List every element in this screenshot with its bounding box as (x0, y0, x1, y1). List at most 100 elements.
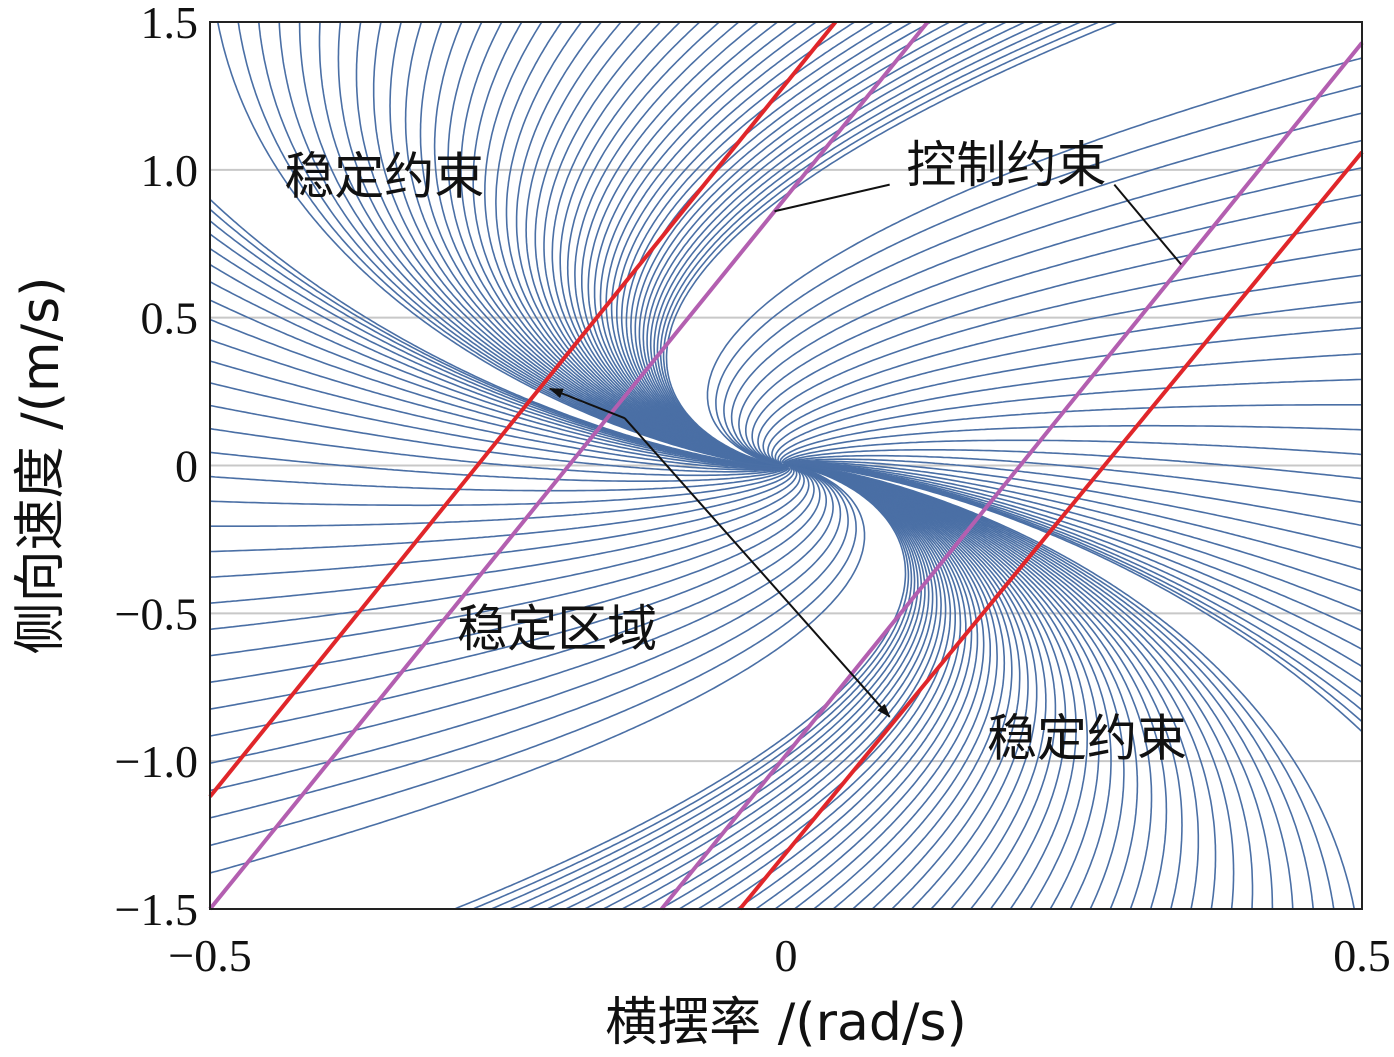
trajectory-line (665, 22, 1120, 467)
trajectory-line (559, 22, 787, 467)
trajectory-line (210, 464, 842, 792)
trajectory-line (210, 464, 791, 507)
y-tick-label: −0.5 (115, 588, 198, 639)
trajectory-line (534, 22, 787, 467)
trajectory-line (581, 22, 787, 467)
trajectory-line (210, 464, 795, 553)
trajectory-line (785, 461, 1362, 571)
trajectory-line (298, 22, 787, 467)
trajectory-line (656, 22, 1065, 467)
trajectory-line (630, 22, 933, 467)
y-tick-label: 0.5 (141, 293, 199, 344)
trajectory-line (730, 139, 1362, 467)
trajectory-line (745, 194, 1362, 467)
y-tick-label: 1.0 (141, 145, 199, 196)
trajectory-line (210, 360, 787, 470)
trajectory-line (642, 22, 990, 467)
trajectory-line (723, 112, 1362, 467)
y-tick-labels: 1.5 1.0 0.5 0 −0.5 −1.0 −1.5 (115, 0, 198, 935)
arrow-stable-region-upper (548, 387, 626, 420)
trajectory-line (625, 22, 914, 467)
trajectory-line (646, 22, 1009, 467)
trajectory-line (785, 464, 1006, 909)
trajectory-line (777, 378, 1362, 467)
trajectory-line (526, 464, 919, 909)
trajectory-line (751, 221, 1362, 467)
trajectory-line (210, 464, 790, 492)
trajectory-line (210, 404, 788, 473)
trajectory-line (785, 462, 1362, 593)
trajectory-line (785, 464, 1029, 909)
trajectory-line (210, 280, 787, 468)
trajectory-line (773, 464, 979, 909)
trajectory-line (779, 404, 1362, 467)
y-tick-label: −1.5 (115, 884, 198, 935)
trajectory-line (738, 166, 1362, 467)
trajectory-line (210, 464, 827, 737)
x-tick-labels: −0.5 0 0.5 (168, 930, 1390, 981)
y-tick-label: 1.5 (141, 0, 199, 48)
trajectory-line (587, 22, 786, 467)
y-axis-label: 侧向速度 /(m/s) (11, 277, 71, 655)
trajectory-line (715, 464, 962, 909)
annotation-stable-region: 稳定区域 (457, 600, 657, 658)
x-tick-label: 0.5 (1333, 930, 1391, 981)
trajectory-line (563, 464, 926, 909)
trajectory-line (620, 22, 895, 467)
trajectory-line (785, 464, 1013, 909)
trajectory-line (210, 464, 857, 847)
trajectory-line (639, 464, 942, 909)
leader-line-control-left (774, 183, 890, 213)
trajectory-line (551, 22, 787, 467)
trajectory-line (210, 299, 787, 468)
trajectory-line (566, 22, 787, 467)
control-constraint-line (660, 41, 1364, 911)
trajectory-line (210, 338, 787, 469)
trajectory-line (677, 464, 952, 909)
trajectory-line (210, 464, 798, 578)
trajectory-line (785, 464, 1038, 909)
trajectory-line (662, 22, 1102, 467)
trajectory-line (489, 464, 913, 909)
trajectory-line (210, 427, 788, 477)
trajectory-line (785, 463, 1356, 909)
trajectory-line (210, 464, 793, 527)
trajectory-line (715, 84, 1362, 467)
trajectory-line (785, 464, 998, 909)
trajectory-line (762, 274, 1362, 467)
trajectory-line (785, 464, 1021, 909)
trajectory-line (610, 22, 857, 467)
trajectory-line (774, 353, 1362, 467)
trajectory-line (525, 22, 787, 467)
trajectory-line (582, 464, 930, 909)
trajectory-line (545, 464, 923, 909)
trajectory-line (785, 460, 1362, 549)
trajectory-line (210, 464, 834, 765)
trajectory-line (786, 464, 985, 909)
trajectory-line (696, 464, 956, 909)
trajectory-line (599, 22, 818, 467)
trajectory-line (785, 463, 1362, 632)
trajectory-line (754, 464, 973, 909)
y-tick-label: −1.0 (115, 736, 198, 787)
trajectory-line (783, 449, 1362, 480)
trajectory-line (785, 462, 1362, 613)
trajectory-line (634, 22, 952, 467)
arrow-stable-region-lower (623, 417, 891, 718)
trajectory-line (735, 464, 967, 909)
trajectory-line (785, 463, 1362, 651)
control-constraint-line (208, 20, 930, 911)
trajectory-line (785, 463, 1362, 712)
trajectory-line (659, 22, 1083, 467)
trajectory-line (452, 464, 907, 909)
x-tick-label: −0.5 (168, 930, 251, 981)
trajectory-line (771, 327, 1362, 467)
trajectory-line (210, 464, 849, 819)
trajectory-line (210, 198, 787, 468)
trajectory-line (785, 464, 1057, 909)
x-tick-label: 0 (775, 930, 798, 981)
trajectory-line (785, 463, 1362, 668)
trajectory-line (210, 318, 787, 469)
trajectory-line (649, 22, 1027, 467)
trajectory-line (210, 464, 801, 604)
